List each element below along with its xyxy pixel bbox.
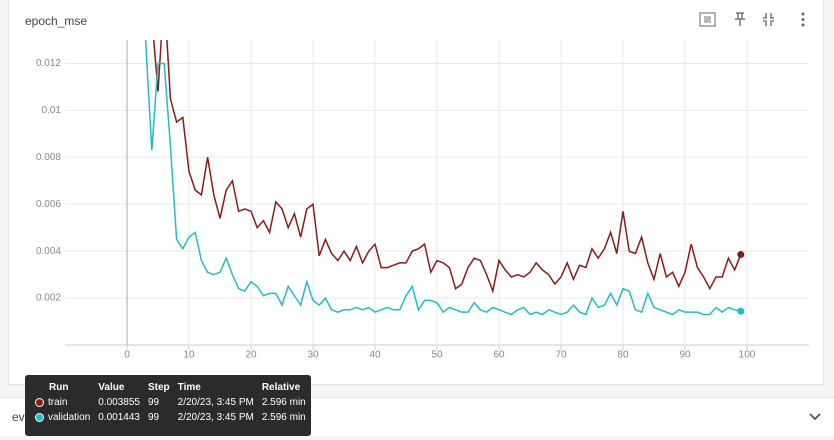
fit-button[interactable]: [699, 12, 716, 27]
series-line: [144, 40, 741, 316]
menu-dot[interactable]: [801, 18, 805, 21]
tooltip: Run Value Step Time Relative train 0.003…: [25, 375, 311, 436]
series-line: [152, 40, 742, 294]
tooltip-time: 2/20/23, 3:45 PM: [177, 397, 254, 408]
x-tick-label: 10: [183, 350, 195, 361]
tooltip-relative: 2.596 min: [261, 412, 306, 423]
plot-area: [144, 40, 742, 316]
tooltip-step: 99: [147, 412, 160, 423]
y-tick-label: 0.01: [42, 105, 62, 116]
collapse-button[interactable]: [763, 13, 774, 26]
x-tick-label: 100: [739, 350, 756, 361]
fit-icon: [704, 16, 711, 23]
tooltip-header: Value: [98, 382, 125, 393]
tooltip-header: Run: [49, 382, 69, 393]
tooltip-step: 99: [147, 397, 160, 408]
x-tick-label: 70: [555, 350, 567, 361]
y-tick-label: 0.006: [36, 199, 61, 210]
expand-chevron[interactable]: [808, 412, 822, 422]
tooltip-relative: 2.596 min: [261, 397, 306, 408]
tooltip-header: Step: [147, 382, 170, 393]
menu-dot[interactable]: [801, 12, 805, 16]
end-point: [737, 307, 745, 315]
pin-button[interactable]: [735, 12, 745, 26]
x-tick-label: 50: [431, 350, 443, 361]
x-tick-label: 30: [307, 350, 319, 361]
x-tick-label: 40: [369, 350, 381, 361]
y-tick-label: 0.008: [36, 152, 61, 163]
x-tick-label: 80: [617, 350, 629, 361]
run-swatch: [35, 413, 44, 422]
tooltip-run: validation: [31, 410, 94, 425]
tooltip-value: 0.001443: [98, 412, 140, 423]
y-tick-label: 0.002: [36, 293, 61, 304]
tooltip-table: Run Value Step Time Relative train 0.003…: [31, 381, 310, 425]
tooltip-run: train: [31, 395, 94, 410]
run-name: train: [48, 397, 68, 408]
x-tick-label: 90: [679, 350, 691, 361]
end-point: [737, 251, 745, 259]
x-tick-label: 0: [124, 350, 130, 361]
tooltip-header: Relative: [261, 382, 301, 393]
toolbar: [699, 12, 805, 27]
run-swatch: [35, 398, 44, 407]
x-tick-label: 20: [245, 350, 257, 361]
chart-card: epoch_mse: [8, 0, 824, 385]
chart: 0.002 0.004 0.006 0.008 0.01 0.012 0 10 20 30 40 50…: [36, 40, 809, 361]
x-tick-label: 60: [493, 350, 505, 361]
tooltip-value: 0.003855: [98, 397, 140, 408]
chart-title: epoch_mse: [25, 14, 88, 28]
tooltip-time: 2/20/23, 3:45 PM: [177, 412, 254, 423]
y-tick-label: 0.012: [36, 58, 61, 69]
tooltip-header: Time: [177, 382, 201, 393]
y-tick-label: 0.004: [36, 246, 61, 257]
menu-dot[interactable]: [801, 23, 805, 27]
run-name: validation: [48, 412, 91, 423]
